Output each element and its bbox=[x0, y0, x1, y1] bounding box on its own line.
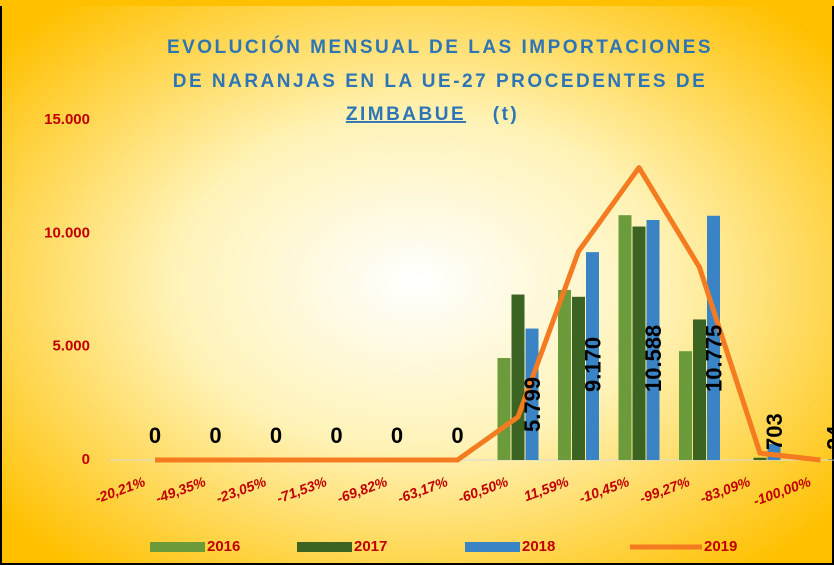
bar bbox=[525, 328, 539, 460]
top-strip bbox=[0, 0, 834, 6]
y-tick-label: 10.000 bbox=[44, 224, 90, 241]
bar bbox=[618, 215, 632, 460]
data-label: 0 bbox=[330, 423, 342, 448]
bar bbox=[632, 226, 646, 460]
bar bbox=[707, 215, 720, 460]
data-label: 5.799 bbox=[520, 377, 545, 432]
y-tick-label: 0 bbox=[82, 451, 90, 468]
chart-title: ZIMBABUE bbox=[346, 104, 466, 125]
data-label: 0 bbox=[149, 423, 161, 448]
bar bbox=[558, 290, 571, 460]
legend-label: 2016 bbox=[207, 538, 240, 555]
data-label: 10.775 bbox=[701, 325, 726, 392]
data-label: 24 bbox=[822, 425, 834, 450]
chart-title: EVOLUCIÓN MENSUAL DE LAS IMPORTACIONES bbox=[167, 36, 713, 58]
line bbox=[155, 165, 821, 463]
data-label: 0 bbox=[209, 423, 221, 448]
bar bbox=[693, 319, 706, 460]
bar bbox=[572, 296, 585, 460]
y-tick-label: 5.000 bbox=[52, 338, 90, 355]
bar bbox=[753, 457, 767, 460]
bar bbox=[497, 358, 511, 460]
bar bbox=[586, 252, 599, 460]
chart-title: (t) bbox=[493, 104, 519, 125]
legend-label: 2018 bbox=[522, 538, 555, 555]
y-tick-label: 15.000 bbox=[44, 111, 90, 128]
data-label: 9.170 bbox=[580, 337, 605, 392]
legend-swatch bbox=[150, 542, 205, 552]
bar bbox=[646, 220, 660, 460]
legend-swatch bbox=[465, 542, 520, 552]
bar bbox=[828, 459, 834, 460]
data-label: 0 bbox=[270, 423, 282, 448]
legend-swatch bbox=[297, 542, 352, 552]
legend-label: 2019 bbox=[704, 538, 737, 555]
chart-title: DE NARANJAS EN LA UE-27 PROCEDENTES DE bbox=[173, 71, 708, 92]
data-label: 0 bbox=[391, 423, 403, 448]
data-label: 10.588 bbox=[641, 325, 666, 392]
data-label: 703 bbox=[762, 413, 787, 450]
data-label: 0 bbox=[451, 423, 463, 448]
bar bbox=[679, 351, 692, 460]
legend-label: 2017 bbox=[354, 538, 387, 555]
